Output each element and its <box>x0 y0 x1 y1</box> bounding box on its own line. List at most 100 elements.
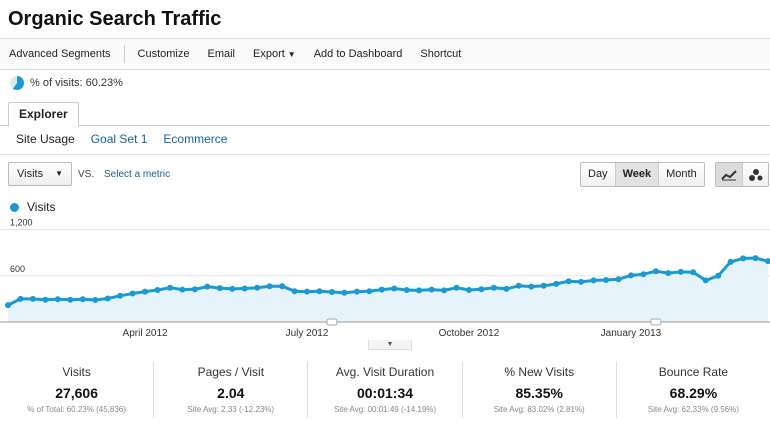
day-button[interactable]: Day <box>581 163 615 186</box>
data-point <box>752 255 759 262</box>
customize-button[interactable]: Customize <box>137 48 190 60</box>
data-point <box>29 295 36 302</box>
add-to-dashboard-button[interactable]: Add to Dashboard <box>313 48 403 60</box>
data-point <box>702 277 709 284</box>
data-point <box>54 296 61 303</box>
data-point <box>628 272 634 279</box>
stat-comparison: Site Avg: 62.33% (9.56%) <box>647 405 739 414</box>
data-point <box>17 295 24 302</box>
chart-legend: Visits <box>10 200 55 214</box>
data-point <box>590 277 597 284</box>
data-point <box>416 287 423 294</box>
summary-stats: Visits 27,606 % of Total: 60.23% (45,836) P… <box>0 362 770 418</box>
x-tick-label: July 2012 <box>286 328 329 339</box>
data-point <box>167 284 173 291</box>
data-point <box>765 258 770 265</box>
stat-value: 85.35% <box>515 385 563 401</box>
data-point <box>204 283 211 290</box>
report-toolbar: Advanced Segments Customize Email Export… <box>0 38 770 70</box>
select-metric-link[interactable]: Select a metric <box>104 169 171 180</box>
stat-label: Visits <box>62 365 91 379</box>
x-tick-label: April 2012 <box>123 328 168 339</box>
data-point <box>328 289 335 295</box>
data-point <box>5 302 11 309</box>
month-button[interactable]: Month <box>658 163 704 186</box>
data-point <box>441 287 448 294</box>
stat-label: Avg. Visit Duration <box>335 365 435 379</box>
shortcut-button[interactable]: Shortcut <box>420 48 462 60</box>
data-point <box>304 288 310 295</box>
chevron-down-icon: ▼ <box>55 169 63 178</box>
data-point <box>67 296 74 303</box>
metric-dropdown[interactable]: Visits ▼ <box>8 162 72 186</box>
stat-comparison: Site Avg: 00:01:49 (-14.19%) <box>333 405 437 414</box>
data-point <box>528 283 535 290</box>
data-point <box>640 271 647 278</box>
x-tick-label: January 2013 <box>601 328 662 339</box>
line-chart-button[interactable] <box>716 163 742 186</box>
segment-indicator: % of visits: 60.23% <box>10 76 123 90</box>
data-point <box>740 255 747 262</box>
data-point <box>578 278 585 285</box>
data-point <box>92 297 99 303</box>
collapse-toggle[interactable]: ▼ <box>368 340 412 350</box>
annotation-marker <box>326 318 338 326</box>
subtab-site-usage[interactable]: Site Usage <box>16 132 75 146</box>
data-point <box>142 288 148 295</box>
stat-value: 68.29% <box>669 385 718 401</box>
email-button[interactable]: Email <box>207 48 235 60</box>
toolbar-divider <box>123 45 125 63</box>
data-point <box>366 288 373 295</box>
data-point <box>229 285 236 292</box>
data-point <box>615 276 622 283</box>
tab-bar: Explorer <box>0 100 770 127</box>
stat-comparison: % of Total: 60.23% (45,836) <box>27 405 126 414</box>
line-chart-icon <box>721 169 737 180</box>
data-point <box>490 284 497 291</box>
data-point <box>453 284 460 291</box>
stat-value: 00:01:34 <box>356 385 414 401</box>
data-point <box>117 292 124 299</box>
data-point <box>378 286 385 293</box>
metric-dropdown-value: Visits <box>17 168 44 180</box>
data-point <box>341 289 348 296</box>
data-point <box>428 286 435 293</box>
data-point <box>540 282 547 289</box>
subtab-goal-set[interactable]: Goal Set 1 <box>90 132 148 146</box>
stat-label: Bounce Rate <box>658 365 729 379</box>
chevron-down-icon: ▼ <box>287 50 296 59</box>
data-point <box>503 285 510 292</box>
pie-chart-icon <box>10 76 24 90</box>
segment-label: % of visits: 60.23% <box>30 77 123 89</box>
data-point <box>478 286 485 293</box>
y-tick-label: 1,200 <box>10 218 33 228</box>
stat-value: 27,606 <box>55 385 99 401</box>
visits-chart[interactable]: 600 1,200 April 2012 July 2012 October 2012 J… <box>0 218 770 340</box>
data-point <box>715 272 722 279</box>
stat-0: Visits 27,606 % of Total: 60.23% (45,836) <box>0 362 153 418</box>
data-point <box>652 268 659 275</box>
annotation-marker <box>650 318 662 326</box>
stat-value: 2.04 <box>217 385 245 401</box>
data-point <box>316 288 323 295</box>
motion-chart-button[interactable] <box>742 163 768 186</box>
page-title: Organic Search Traffic <box>8 8 222 30</box>
stat-2: Avg. Visit Duration 00:01:34 Site Avg: 00:… <box>307 362 461 418</box>
data-point <box>403 287 410 293</box>
export-button[interactable]: Export ▼ <box>244 48 305 60</box>
data-point <box>603 277 609 283</box>
stat-3: % New Visits 85.35% Site Avg: 83.02% (2.81… <box>461 362 616 418</box>
divider <box>0 154 770 155</box>
data-point <box>79 296 86 303</box>
motion-chart-icon <box>748 168 762 181</box>
data-point <box>690 269 697 276</box>
data-point <box>515 282 522 289</box>
export-label: Export <box>253 48 285 60</box>
advanced-segments-button[interactable]: Advanced Segments <box>9 48 111 60</box>
tab-explorer[interactable]: Explorer <box>8 102 79 127</box>
data-point <box>553 280 560 287</box>
subtab-ecommerce[interactable]: Ecommerce <box>163 132 228 146</box>
week-button[interactable]: Week <box>614 163 659 186</box>
chart-type-selector <box>715 162 769 187</box>
x-tick-label: October 2012 <box>439 328 500 339</box>
